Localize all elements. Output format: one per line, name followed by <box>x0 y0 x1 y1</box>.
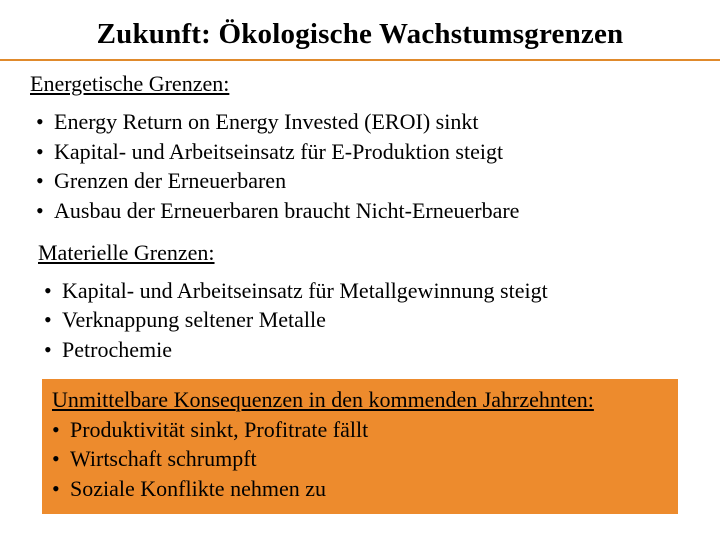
section1-heading: Energetische Grenzen: <box>30 71 692 97</box>
list-item: • Verknappung seltener Metalle <box>44 305 692 335</box>
bullet-text: Produktivität sinkt, Profitrate fällt <box>70 415 368 445</box>
list-item: • Petrochemie <box>44 335 692 365</box>
bullet-icon: • <box>44 305 62 335</box>
bullet-icon: • <box>52 474 70 504</box>
list-item: • Soziale Konflikte nehmen zu <box>52 474 668 504</box>
section1-bullets: • Energy Return on Energy Invested (EROI… <box>36 107 692 226</box>
section2-bullets: • Kapital- und Arbeitseinsatz für Metall… <box>44 276 692 365</box>
bullet-text: Petrochemie <box>62 335 172 365</box>
callout-lead: Unmittelbare Konsequenzen in den kommend… <box>52 387 594 412</box>
bullet-text: Verknappung seltener Metalle <box>62 305 326 335</box>
bullet-icon: • <box>44 335 62 365</box>
section2-heading: Materielle Grenzen: <box>38 240 692 266</box>
bullet-icon: • <box>36 166 54 196</box>
list-item: • Produktivität sinkt, Profitrate fällt <box>52 415 668 445</box>
list-item: • Energy Return on Energy Invested (EROI… <box>36 107 692 137</box>
bullet-text: Energy Return on Energy Invested (EROI) … <box>54 107 478 137</box>
callout-lead-line: Unmittelbare Konsequenzen in den kommend… <box>52 385 668 415</box>
bullet-icon: • <box>52 444 70 474</box>
callout-box: Unmittelbare Konsequenzen in den kommend… <box>42 379 678 514</box>
bullet-icon: • <box>36 196 54 226</box>
title-rule <box>0 59 720 61</box>
bullet-text: Wirtschaft schrumpft <box>70 444 257 474</box>
slide-title: Zukunft: Ökologische Wachstumsgrenzen <box>28 18 692 51</box>
slide: Zukunft: Ökologische Wachstumsgrenzen En… <box>0 0 720 540</box>
bullet-text: Soziale Konflikte nehmen zu <box>70 474 326 504</box>
list-item: • Kapital- und Arbeitseinsatz für E-Prod… <box>36 137 692 167</box>
list-item: • Grenzen der Erneuerbaren <box>36 166 692 196</box>
bullet-icon: • <box>52 415 70 445</box>
bullet-icon: • <box>36 107 54 137</box>
bullet-text: Kapital- und Arbeitseinsatz für E-Produk… <box>54 137 503 167</box>
bullet-text: Kapital- und Arbeitseinsatz für Metallge… <box>62 276 548 306</box>
list-item: • Ausbau der Erneuerbaren braucht Nicht-… <box>36 196 692 226</box>
list-item: • Wirtschaft schrumpft <box>52 444 668 474</box>
bullet-text: Grenzen der Erneuerbaren <box>54 166 286 196</box>
bullet-icon: • <box>44 276 62 306</box>
bullet-icon: • <box>36 137 54 167</box>
bullet-text: Ausbau der Erneuerbaren braucht Nicht-Er… <box>54 196 519 226</box>
list-item: • Kapital- und Arbeitseinsatz für Metall… <box>44 276 692 306</box>
